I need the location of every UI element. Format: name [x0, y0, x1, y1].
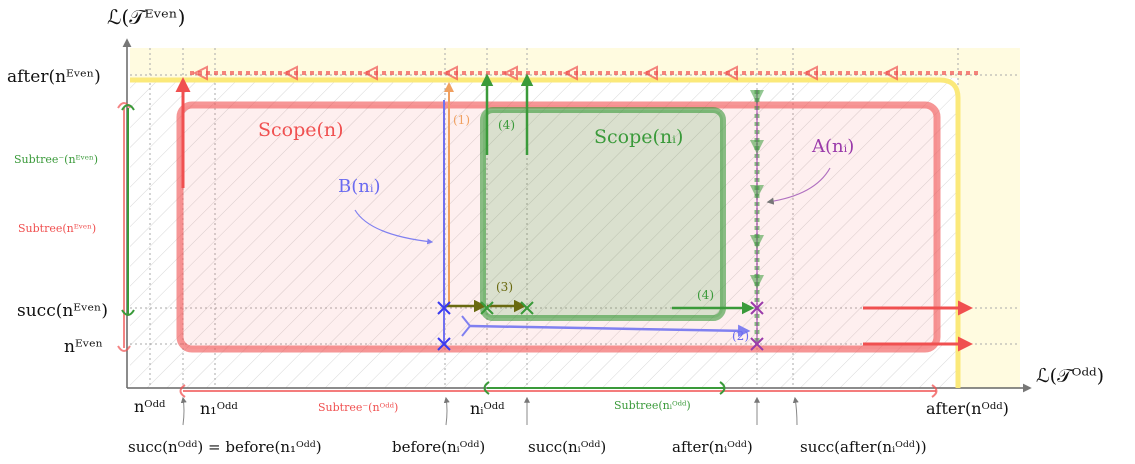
step-3-label: (3) [496, 280, 513, 294]
hatched-region [130, 78, 958, 388]
step-2-label: (2) [732, 329, 749, 343]
x-axis-label: ℒ(𝒯ᴼᵈᵈ) [1036, 365, 1104, 387]
step-1-label: (1) [453, 113, 470, 127]
after-even-arrows [192, 65, 898, 81]
after-even-band [130, 77, 961, 388]
subtree-even-label: Subtree(nᴱᵛᵉⁿ) [18, 222, 96, 235]
subtree-ni-odd-label: Subtree(nᵢᴼᵈᵈ) [614, 399, 691, 412]
b-ni-label: B(nᵢ) [338, 176, 381, 197]
label-succ-before: succ(nᴼᵈᵈ) = before(n₁ᴼᵈᵈ) [128, 438, 322, 456]
step-4b-label: (4) [697, 288, 714, 302]
step-4a-label: (4) [498, 118, 515, 132]
label-after-ni: after(nᵢᴼᵈᵈ) [672, 438, 753, 456]
tick-n1-odd: n₁ᴼᵈᵈ [200, 399, 238, 418]
after-ni-down-arrows [750, 90, 764, 289]
subtree-minus-odd-label: Subtree⁻(nᴼᵈᵈ) [318, 401, 398, 414]
subtree-minus-odd-cap-left [179, 384, 186, 398]
label-before-ni: before(nᵢᴼᵈᵈ) [392, 438, 485, 456]
a-ni-label: A(nᵢ) [811, 136, 854, 157]
tick-succ-even: succ(nᴱᵛᵉⁿ) [17, 301, 108, 321]
green-cross-1 [480, 301, 494, 315]
purple-cross-lower [750, 337, 764, 351]
subtree-ni-odd-cap-right [719, 381, 726, 395]
y-axis-label: ℒ(𝒯ᴱᵛᵉⁿ) [107, 5, 185, 29]
subtree-even-bracket-cap-bottom [117, 345, 131, 352]
scope-n-box [176, 101, 941, 353]
tick-ni-odd: nᵢᴼᵈᵈ [470, 399, 505, 418]
tick-n-even: nᴱᵛᵉⁿ [64, 337, 103, 357]
blue-cross-upper [437, 301, 451, 315]
scope-n-label: Scope(n) [258, 119, 344, 141]
green-cross-2 [520, 301, 534, 315]
bottom-pointer-arrows [180, 396, 799, 426]
blue-cross-lower [437, 337, 451, 351]
tick-n-odd: nᴼᵈᵈ [134, 397, 166, 416]
subtree-minus-even-cap-top [121, 104, 135, 111]
subtree-ni-odd-cap-left [483, 381, 490, 395]
b-ni-callout [354, 209, 434, 245]
scope-ni-label: Scope(nᵢ) [594, 126, 683, 148]
label-succ-after-ni: succ(after(nᵢᴼᵈᵈ)) [800, 438, 927, 456]
subtree-even-bracket-cap-top [117, 102, 131, 109]
tick-after-odd: after(nᴼᵈᵈ) [926, 399, 1009, 418]
a-ni-callout [766, 167, 831, 205]
yellow-band-right [958, 48, 1020, 388]
scope-ni-box [480, 107, 726, 321]
label-succ-ni: succ(nᵢᴼᵈᵈ) [528, 438, 606, 456]
subtree-minus-even-label: Subtree⁻(nᴱᵛᵉⁿ) [14, 153, 98, 166]
tick-after-even: after(nᴱᵛᵉⁿ) [7, 67, 101, 87]
subtree-minus-odd-cap-right [931, 384, 938, 398]
purple-cross-upper [750, 301, 764, 315]
blue-horizontal-arrow [469, 324, 751, 338]
subtree-minus-even-cap-bottom [121, 309, 135, 316]
